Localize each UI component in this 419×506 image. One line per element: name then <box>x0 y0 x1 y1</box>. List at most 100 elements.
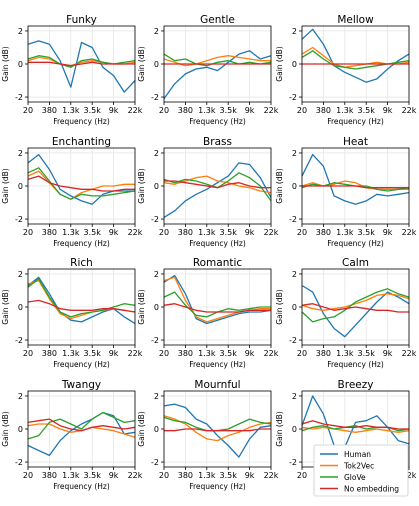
legend: Human Tok2Vec GloVe No embedding <box>313 444 409 497</box>
x-tick-label: 3.5k <box>84 471 102 480</box>
x-tick-label: 22k <box>264 349 279 358</box>
x-tick-label: 380 <box>42 471 57 480</box>
x-tick-label: 20 <box>159 471 169 480</box>
panel-title: Funky <box>66 14 97 26</box>
y-tick-label: 0 <box>292 425 297 434</box>
y-tick-label: -2 <box>15 93 23 102</box>
panel-title: Mournful <box>194 379 240 391</box>
x-tick-label: 22k <box>264 471 279 480</box>
y-tick-label: -2 <box>15 336 23 345</box>
x-tick-label: 22k <box>402 106 417 115</box>
panel-calm: Calm 20 380 1.3k 3.5k 9k 22k -2 0 2 Frequency (Hz)… <box>275 257 417 369</box>
x-axis-label: Frequency (Hz) <box>53 482 110 491</box>
series-line-no-embedding <box>163 303 271 313</box>
x-tick-label: 3.5k <box>84 106 102 115</box>
panel-title: Gentle <box>200 14 235 26</box>
panel-title: Romantic <box>193 257 243 269</box>
x-axis-label: Frequency (Hz) <box>53 360 110 369</box>
y-tick-label: 0 <box>18 60 23 69</box>
series-line-glove <box>163 53 272 67</box>
x-axis-label: Frequency (Hz) <box>327 117 384 126</box>
y-axis-label: Gain (dB) <box>137 411 146 446</box>
series-line-human <box>163 50 272 100</box>
x-tick-label: 1.3k <box>198 349 216 358</box>
y-tick-label: 2 <box>292 270 297 279</box>
series-line-glove <box>27 167 136 200</box>
series-line-no-embedding <box>27 418 136 432</box>
x-tick-label: 22k <box>264 106 279 115</box>
x-tick-label: 20 <box>297 349 307 358</box>
x-tick-label: 22k <box>264 228 279 237</box>
series-line-glove <box>27 411 136 440</box>
y-axis-label: Gain (dB) <box>137 168 146 203</box>
x-tick-label: 3.5k <box>220 106 238 115</box>
x-tick-label: 9k <box>383 228 393 237</box>
x-tick-label: 380 <box>42 228 57 237</box>
y-tick-label: 0 <box>154 182 159 191</box>
y-tick-label: -2 <box>151 458 159 467</box>
x-tick-label: 20 <box>297 471 307 480</box>
y-tick-label: 0 <box>292 182 297 191</box>
y-tick-label: 0 <box>154 425 159 434</box>
x-tick-label: 1.3k <box>336 228 354 237</box>
x-tick-label: 3.5k <box>358 106 376 115</box>
x-tick-label: 20 <box>23 349 33 358</box>
x-tick-label: 22k <box>128 228 143 237</box>
x-tick-label: 3.5k <box>358 349 376 358</box>
x-tick-label: 1.3k <box>62 349 80 358</box>
panel-title: Rich <box>70 257 93 269</box>
series-line-no-embedding <box>302 185 409 189</box>
x-tick-label: 1.3k <box>198 471 216 480</box>
x-tick-label: 9k <box>109 349 119 358</box>
series-line-human <box>27 276 136 325</box>
series-line-glove <box>27 278 136 318</box>
series-line-human <box>163 274 272 325</box>
panel-title: Breezy <box>338 379 374 391</box>
series-line-human <box>301 153 410 205</box>
y-tick-label: 0 <box>18 303 23 312</box>
x-tick-label: 22k <box>402 228 417 237</box>
x-tick-label: 3.5k <box>84 228 102 237</box>
x-tick-label: 22k <box>128 106 143 115</box>
x-tick-label: 9k <box>109 471 119 480</box>
x-axis-label: Frequency (Hz) <box>53 117 110 126</box>
series-line-tok2vec <box>163 415 272 442</box>
x-tick-label: 380 <box>178 106 193 115</box>
panel-mournful: Mournful 20 380 1.3k 3.5k 9k 22k -2 0 2 Frequency … <box>137 379 279 491</box>
x-tick-label: 3.5k <box>358 228 376 237</box>
panel-mellow: Mellow 20 380 1.3k 3.5k 9k 22k -2 0 2 Frequency (H… <box>275 14 417 126</box>
x-axis-label: Frequency (Hz) <box>189 482 246 491</box>
x-tick-label: 1.3k <box>198 106 216 115</box>
y-tick-label: 0 <box>154 303 159 312</box>
x-tick-label: 380 <box>178 471 193 480</box>
y-tick-label: -2 <box>289 215 297 224</box>
y-tick-label: 0 <box>292 60 297 69</box>
y-axis-label: Gain (dB) <box>1 411 10 446</box>
x-tick-label: 3.5k <box>84 349 102 358</box>
panel-twangy: Twangy 20 380 1.3k 3.5k 9k 22k -2 0 2 Frequency (H… <box>1 379 143 491</box>
series-line-tok2vec <box>301 426 410 433</box>
x-tick-label: 20 <box>297 228 307 237</box>
y-tick-label: 2 <box>18 27 23 36</box>
y-tick-label: 0 <box>292 303 297 312</box>
x-tick-label: 380 <box>316 349 331 358</box>
panel-title: Calm <box>342 257 369 269</box>
x-tick-label: 380 <box>178 228 193 237</box>
series-line-no-embedding <box>28 61 135 67</box>
panel-title: Enchanting <box>52 136 111 148</box>
series-line-human <box>301 395 410 448</box>
panel-romantic: Romantic 20 380 1.3k 3.5k 9k 22k -2 0 2 Frequency … <box>137 257 279 369</box>
y-axis-label: Gain (dB) <box>275 168 284 203</box>
x-axis-label: Frequency (Hz) <box>53 239 110 248</box>
panel-gentle: Gentle 20 380 1.3k 3.5k 9k 22k -2 0 2 Frequency (H… <box>137 14 279 126</box>
panel-title: Heat <box>343 136 368 148</box>
y-tick-label: -2 <box>151 215 159 224</box>
x-tick-label: 380 <box>42 349 57 358</box>
x-axis-label: Frequency (Hz) <box>189 239 246 248</box>
panel-funky: Funky 20 380 1.3k 3.5k 9k 22k -2 0 2 Frequency (Hz… <box>1 14 143 126</box>
x-tick-label: 22k <box>402 349 417 358</box>
panel-rich: Rich 20 380 1.3k 3.5k 9k 22k -2 0 2 Frequency (Hz)… <box>1 257 143 369</box>
x-tick-label: 9k <box>109 228 119 237</box>
legend-label: No embedding <box>344 485 399 494</box>
